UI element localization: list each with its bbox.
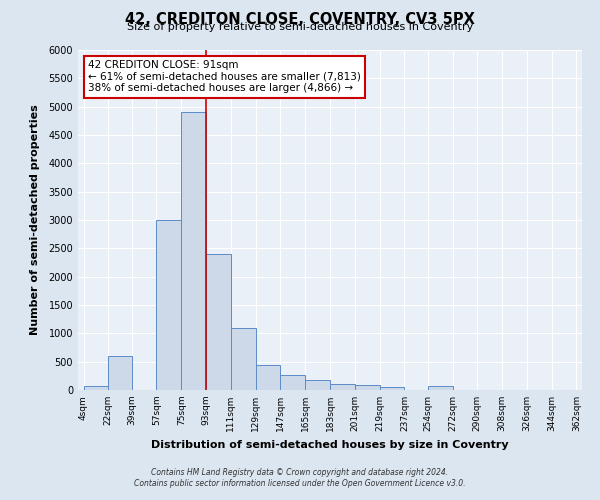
Bar [181, 112, 206, 390]
Bar [330, 384, 355, 390]
Bar [280, 376, 305, 390]
Bar [256, 364, 280, 390]
Text: Size of property relative to semi-detached houses in Coventry: Size of property relative to semi-detach… [127, 22, 473, 32]
Text: 42, CREDITON CLOSE, COVENTRY, CV3 5PX: 42, CREDITON CLOSE, COVENTRY, CV3 5PX [125, 12, 475, 28]
X-axis label: Distribution of semi-detached houses by size in Coventry: Distribution of semi-detached houses by … [151, 440, 509, 450]
Bar [428, 386, 452, 390]
Text: 42 CREDITON CLOSE: 91sqm
← 61% of semi-detached houses are smaller (7,813)
38% o: 42 CREDITON CLOSE: 91sqm ← 61% of semi-d… [88, 60, 361, 94]
Text: Contains HM Land Registry data © Crown copyright and database right 2024.
Contai: Contains HM Land Registry data © Crown c… [134, 468, 466, 487]
Bar [380, 387, 404, 390]
Bar [305, 380, 330, 390]
Bar [206, 254, 231, 390]
Bar [231, 328, 256, 390]
Bar [83, 386, 108, 390]
Bar [108, 356, 132, 390]
Bar [157, 220, 181, 390]
Y-axis label: Number of semi-detached properties: Number of semi-detached properties [30, 104, 40, 336]
Bar [355, 386, 380, 390]
